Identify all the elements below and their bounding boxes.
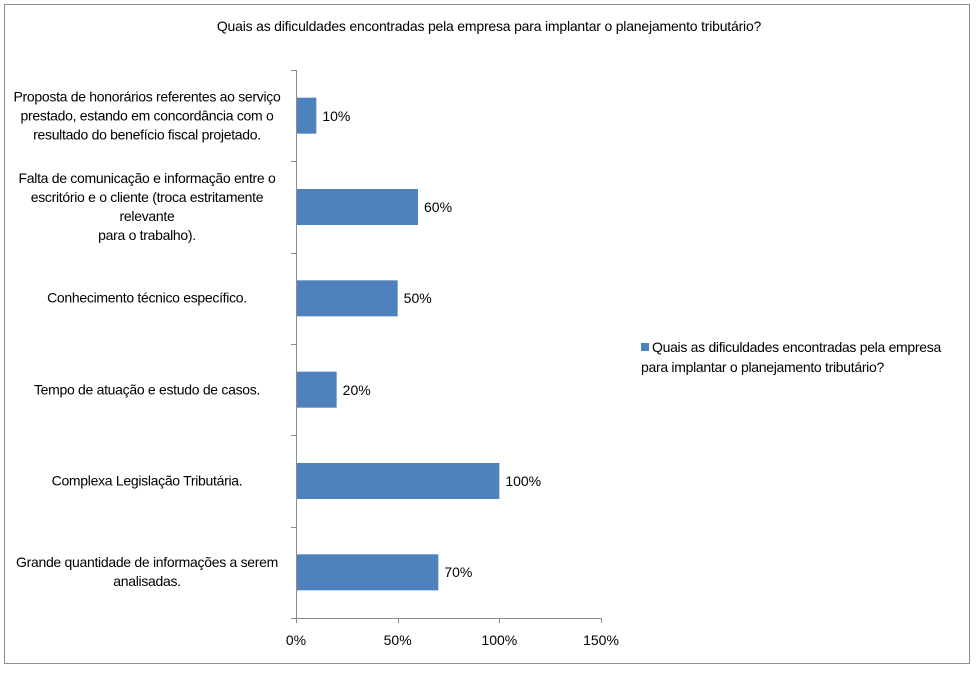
category-label-line: Falta de comunicação e informação entre … [18, 170, 276, 186]
category-label: Conhecimento técnico específico. [2, 289, 292, 308]
chart-title: Quais as dificuldades encontradas pela e… [216, 18, 762, 34]
bar [297, 463, 500, 499]
category-label-line: Complexa Legislação Tributária. [51, 472, 243, 489]
x-tick-label: 150% [583, 632, 619, 648]
category-label-line: prestado, estando em concordância com o [20, 107, 274, 124]
data-label: 10% [322, 107, 351, 124]
category-label-line: para o trabalho). [98, 227, 196, 243]
data-label: 20% [342, 381, 371, 398]
bar [297, 189, 418, 225]
bar [297, 554, 439, 591]
category-label: Falta de comunicação e informação entre … [2, 169, 292, 245]
data-label: 70% [444, 564, 473, 581]
category-label-line: escritório e o cliente (troca estritamen… [30, 189, 264, 224]
x-tick-label: 0% [285, 632, 307, 648]
data-label: 50% [403, 290, 432, 307]
legend-swatch [641, 343, 649, 351]
bar [297, 97, 317, 134]
bar [297, 371, 337, 408]
category-label-line: Tempo de atuação e estudo de casos. [33, 381, 261, 398]
category-label: Tempo de atuação e estudo de casos. [2, 380, 292, 399]
x-tick-label: 50% [383, 632, 412, 648]
category-label: Complexa Legislação Tributária. [2, 472, 292, 491]
category-label: Grande quantidade de informações a serem… [2, 553, 292, 591]
x-tick-label: 100% [481, 632, 518, 648]
legend-label: Quais as dificuldades encontradas pela e… [641, 339, 941, 375]
category-label-line: Conhecimento técnico específico. [47, 289, 247, 306]
category-label-line: resultado do benefício fiscal projetado. [33, 126, 261, 143]
data-label: 60% [424, 199, 453, 215]
category-label-line: Grande quantidade de informações a serem [16, 554, 278, 571]
chart-frame [4, 4, 970, 664]
legend: Quais as dificuldades encontradas pela e… [641, 337, 966, 377]
data-label: 100% [505, 473, 542, 489]
bar [297, 280, 398, 317]
category-label: Proposta de honorários referentes ao ser… [2, 87, 292, 144]
category-label-line: Proposta de honorários referentes ao ser… [13, 88, 281, 105]
category-label-line: analisadas. [113, 573, 181, 590]
